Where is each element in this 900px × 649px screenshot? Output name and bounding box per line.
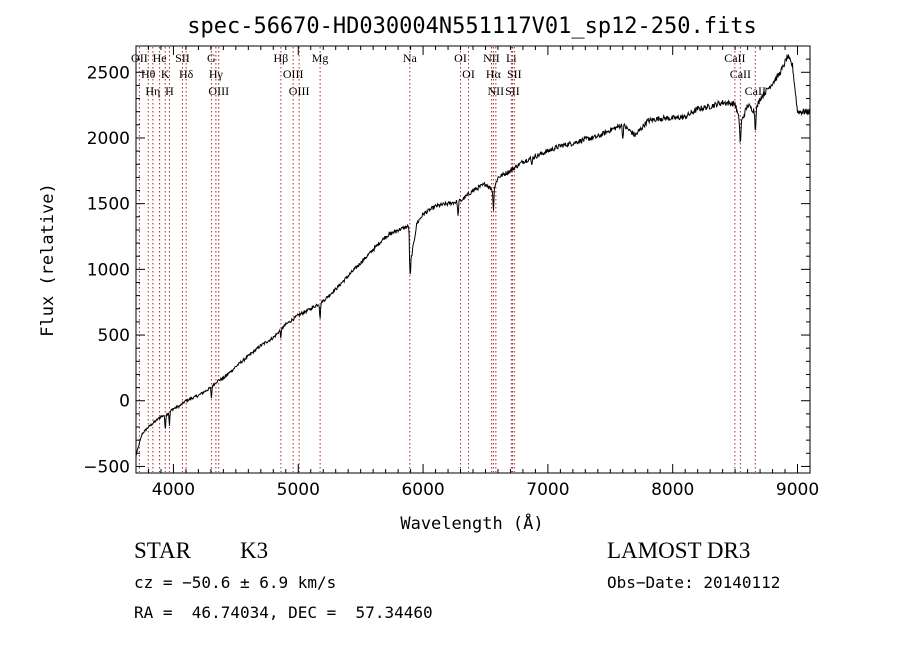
y-axis: −500 0 500 1000 1500 2000 2500 (83, 45, 810, 477)
line-marker-label: Mg (312, 51, 329, 65)
emission-line-labels: OII Hθ Hη He KH SII Hδ G Hγ OIII Hβ OIII OIII Mg Na OI O… (131, 51, 766, 98)
line-marker-label: He (153, 51, 167, 65)
line-marker-label: CaII (724, 51, 745, 65)
plot-area (135, 45, 811, 474)
line-marker-label: OIII (283, 67, 304, 81)
y-tick-label: 2500 (87, 63, 130, 83)
line-marker-label: Li (506, 51, 517, 65)
line-marker-label: Hα (486, 67, 502, 81)
line-marker-label: H (165, 84, 174, 98)
emission-line-markers (138, 47, 756, 472)
spectral-subclass: K3 (240, 538, 269, 563)
y-tick-label: 1000 (87, 260, 130, 280)
chart-title: spec-56670-HD030004N551117V01_sp12-250.f… (187, 14, 757, 39)
line-marker-label: NII (483, 51, 500, 65)
y-tick-label: 500 (98, 326, 130, 346)
line-marker-label: OIII (289, 84, 310, 98)
line-marker-label: Hδ (179, 67, 194, 81)
line-marker-label: K (161, 67, 170, 81)
line-marker-label: SII (175, 51, 190, 65)
sky-coordinates: RA = 46.74034, DEC = 57.34460 (134, 603, 433, 622)
redshift-value: cz = −50.6 ± 6.9 km/s (134, 573, 337, 592)
x-tick-label: 4000 (152, 480, 195, 500)
line-marker-label: Na (403, 51, 418, 65)
line-marker-label: OI (454, 51, 467, 65)
y-tick-label: 1500 (87, 195, 130, 215)
y-tick-label: 0 (119, 392, 130, 412)
line-marker-label: SII (505, 84, 520, 98)
line-marker-label: OIII (208, 84, 229, 98)
line-marker-label: OII (131, 51, 148, 65)
x-axis: 4000 5000 6000 7000 8000 9000 (135, 46, 819, 500)
spectrum-line (135, 53, 811, 456)
line-marker-label: G (207, 51, 216, 65)
object-class: STAR (134, 538, 191, 563)
x-axis-label: Wavelength (Å) (400, 512, 543, 534)
x-tick-label: 6000 (401, 480, 444, 500)
observation-date: Obs−Date: 20140112 (607, 573, 781, 592)
y-tick-label: 2000 (87, 129, 130, 149)
y-axis-label: Flux (relative) (38, 183, 58, 337)
x-tick-label: 9000 (776, 480, 819, 500)
line-marker-label: NII (488, 84, 505, 98)
survey-name: LAMOST DR3 (607, 538, 751, 563)
line-marker-label: Hγ (209, 67, 224, 81)
y-tick-label: −500 (83, 457, 130, 477)
line-marker-label: Hβ (274, 51, 289, 65)
line-marker-label: Hθ (141, 67, 156, 81)
line-marker-label: CaII (730, 67, 751, 81)
line-marker-label: Hη (145, 84, 160, 98)
line-marker-label: OI (462, 67, 475, 81)
x-tick-label: 5000 (277, 480, 320, 500)
line-marker-label: CaII (745, 84, 766, 98)
x-tick-label: 8000 (651, 480, 694, 500)
x-tick-label: 7000 (526, 480, 569, 500)
line-marker-label: SII (507, 67, 522, 81)
